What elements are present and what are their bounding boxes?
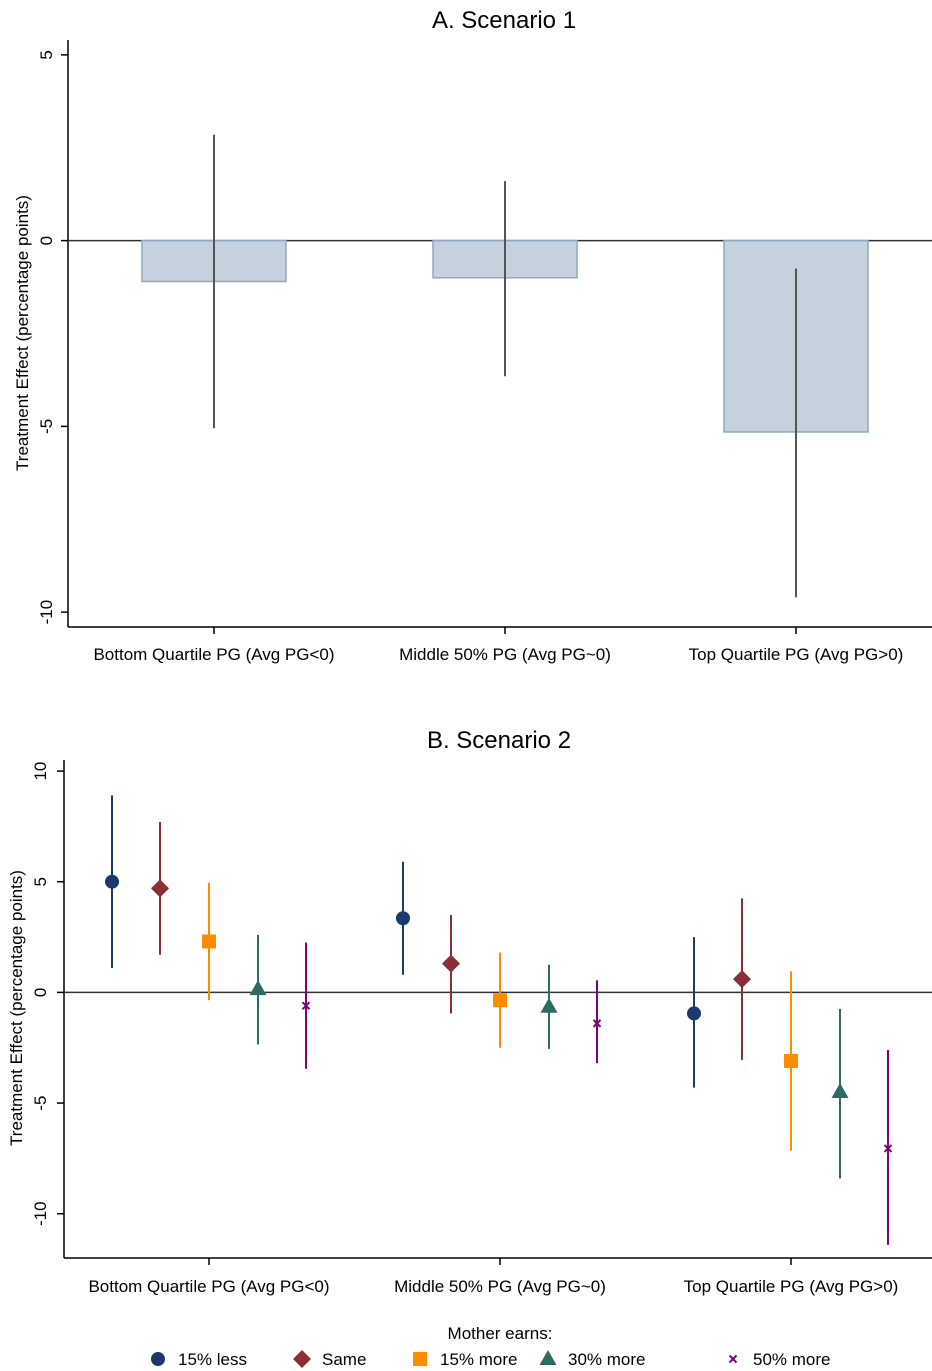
panel-b-point-15-less-1 — [105, 874, 119, 889]
legend-label: 15% more — [440, 1350, 517, 1369]
panel-a-y-ticks: 5 0 -5 -10 — [37, 50, 68, 624]
panel-b-point-same-3 — [733, 970, 751, 989]
panel-b-point-15-more-2 — [493, 993, 507, 1008]
panel-b-point-15-less-3 — [687, 1006, 701, 1021]
panel-b-y-tick-label: 0 — [31, 988, 50, 997]
legend-label: 50% more — [753, 1350, 830, 1369]
legend-items: 15% less Same 15% more 30% more 50% more — [151, 1350, 830, 1369]
panel-b-x-tick-label: Middle 50% PG (Avg PG~0) — [394, 1277, 606, 1296]
legend-label: Same — [322, 1350, 366, 1369]
panel-b-chart: B. Scenario 2 Treatment Effect (percenta… — [7, 727, 932, 1296]
legend-diamond-marker — [293, 1350, 311, 1368]
panel-b-points — [105, 874, 893, 1153]
panel-b-point-15-less-2 — [396, 911, 410, 926]
panel-a-x-tick-label: Middle 50% PG (Avg PG~0) — [399, 645, 611, 664]
panel-b-y-ticks: 10 5 0 -5 -10 — [31, 762, 64, 1226]
legend-item-50-more: 50% more — [728, 1350, 830, 1369]
panel-b-x-tick-label: Top Quartile PG (Avg PG>0) — [684, 1277, 899, 1296]
legend-triangle-marker — [539, 1350, 557, 1365]
panel-b-point-same-1 — [151, 879, 169, 898]
panel-b-point-15-more-3 — [784, 1054, 798, 1069]
panel-b-axes — [63, 760, 932, 1259]
legend-title: Mother earns: — [448, 1324, 553, 1343]
legend-label: 15% less — [178, 1350, 247, 1369]
panel-b-point-30-more-3 — [831, 1083, 849, 1098]
legend-x-marker — [728, 1354, 738, 1364]
panel-a-x-ticks: Bottom Quartile PG (Avg PG<0) Middle 50% … — [93, 627, 903, 664]
panel-a-y-tick-label: 0 — [37, 236, 56, 245]
panel-b-point-30-more-1 — [249, 980, 267, 996]
legend-square-marker — [413, 1352, 427, 1366]
panel-a-y-axis-label: Treatment Effect (percentage points) — [13, 195, 32, 471]
panel-a-y-tick-label: 5 — [37, 50, 56, 59]
panel-b-y-tick-label: 5 — [31, 877, 50, 886]
panel-b-x-tick-label: Bottom Quartile PG (Avg PG<0) — [88, 1277, 329, 1296]
panel-a-confidence-intervals — [213, 134, 797, 598]
panel-a-y-tick-label: -10 — [37, 600, 56, 625]
legend-item-15-more: 15% more — [413, 1350, 517, 1369]
panel-a-title: A. Scenario 1 — [432, 7, 576, 34]
panel-b-y-tick-label: -5 — [31, 1096, 50, 1111]
panel-b-y-tick-label: 10 — [31, 762, 50, 781]
panel-b-point-50-more-2 — [592, 1019, 602, 1028]
panel-a-x-tick-label: Top Quartile PG (Avg PG>0) — [689, 645, 904, 664]
panel-b-x-ticks: Bottom Quartile PG (Avg PG<0) Middle 50% … — [88, 1258, 898, 1296]
panel-b-title: B. Scenario 2 — [427, 727, 571, 754]
legend: Mother earns: 15% less Same 15% more 30% mo… — [151, 1324, 830, 1369]
panel-a-x-tick-label: Bottom Quartile PG (Avg PG<0) — [93, 645, 334, 664]
panel-b-y-axis-label: Treatment Effect (percentage points) — [7, 870, 26, 1146]
panel-b-point-same-2 — [442, 954, 460, 973]
panel-b-confidence-intervals — [111, 795, 889, 1245]
panel-b-y-tick-label: -10 — [31, 1201, 50, 1226]
panel-a-y-tick-label: -5 — [37, 419, 56, 434]
panel-b-point-50-more-3 — [883, 1144, 893, 1153]
legend-item-30-more: 30% more — [539, 1350, 645, 1369]
panel-b-point-30-more-2 — [540, 997, 558, 1013]
panel-a-chart: A. Scenario 1 Treatment Effect (percenta… — [13, 7, 932, 664]
legend-label: 30% more — [568, 1350, 645, 1369]
legend-circle-marker — [151, 1352, 165, 1366]
legend-item-same: Same — [293, 1350, 366, 1369]
panel-b-point-15-more-1 — [202, 934, 216, 949]
legend-item-15-less: 15% less — [151, 1350, 247, 1369]
panel-b-point-50-more-1 — [301, 1001, 311, 1010]
